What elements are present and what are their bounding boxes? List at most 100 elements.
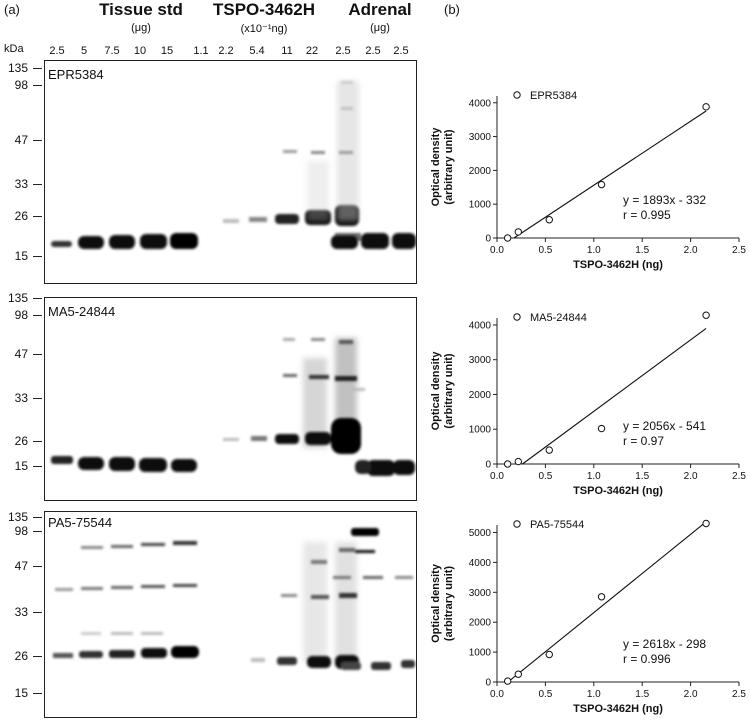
x-axis-label: TSPO-3462H (ng) — [573, 485, 663, 497]
mw-marker-label: 26 — [14, 649, 28, 663]
mw-marker-tick — [33, 441, 42, 442]
y-tick-label: 5000 — [469, 528, 492, 539]
fit-equation: y = 2618x - 298 — [623, 637, 706, 651]
data-point — [597, 593, 606, 601]
data-point — [702, 519, 710, 528]
y-axis-label: Optical density(arbitrary unit) — [430, 351, 455, 431]
y-tick-label: 0 — [485, 234, 491, 245]
mw-marker-label: 98 — [14, 78, 28, 92]
legend-marker — [513, 91, 521, 99]
fit-equation: y = 1893x - 332 — [623, 193, 706, 207]
mw-marker-label: 98 — [14, 524, 28, 538]
x-tick-label: 2.0 — [684, 245, 698, 256]
mw-marker-label: 47 — [14, 347, 28, 361]
mw-marker-label: 135 — [7, 291, 28, 305]
kda-header: kDa — [4, 43, 24, 55]
x-tick-label: 1.5 — [635, 689, 649, 700]
data-point — [597, 180, 606, 189]
y-axis-label: Optical density(arbitrary unit) — [430, 127, 455, 207]
legend-label: EPR5384 — [530, 90, 577, 102]
mw-marker-label: 47 — [14, 133, 28, 147]
mw-marker-tick — [33, 68, 42, 69]
y-tick-label: 2000 — [469, 618, 492, 629]
mw-marker-tick — [33, 315, 42, 316]
x-tick-label: 0.0 — [490, 471, 504, 482]
y-tick-label: 3000 — [469, 132, 492, 143]
mw-marker-tick — [33, 612, 42, 613]
y-tick-label: 1000 — [469, 648, 492, 659]
mw-marker-tick — [33, 693, 42, 694]
lane-label: 5 — [80, 45, 88, 57]
scatter-chart-epr5384: 0.0 0.5 1.0 1.5 2.0 2.5 0 1000 2000 3000 4000 TSPO-… — [430, 90, 746, 271]
lane-label: 10 — [133, 45, 147, 57]
group-unit-tissue-std: (μg) — [131, 22, 151, 34]
mw-marker-tick — [33, 184, 42, 185]
western-blot-pa5-75544: PA5-75544 — [44, 511, 417, 718]
antibody-label-ma5-24844: MA5-24844 — [48, 304, 116, 319]
x-tick-label: 0.5 — [538, 471, 552, 482]
x-tick-label: 2.5 — [732, 471, 746, 482]
mw-marker-tick — [33, 256, 42, 257]
lane-label: 15 — [160, 45, 174, 57]
mw-marker-label: 33 — [14, 605, 28, 619]
y-tick-label: 4000 — [469, 320, 492, 331]
data-point — [702, 311, 710, 319]
legend-label: PA5-75544 — [530, 519, 584, 531]
y-tick-label: 4000 — [469, 558, 492, 569]
data-point — [503, 677, 512, 685]
data-point — [514, 457, 522, 466]
y-tick-label: 2000 — [469, 390, 492, 401]
mw-marker-tick — [33, 85, 42, 86]
mw-marker-label: 15 — [14, 686, 28, 700]
legend-marker — [513, 313, 521, 321]
blot-image-ma5-24844 — [51, 338, 415, 476]
western-blot-ma5-24844: MA5-24844 — [44, 297, 417, 501]
x-tick-label: 2.0 — [684, 689, 698, 700]
mw-marker-tick — [33, 566, 42, 567]
lane-label: 2.5 — [335, 45, 351, 57]
data-point — [503, 234, 512, 242]
mw-marker-tick — [33, 531, 42, 532]
mw-marker-label: 15 — [14, 249, 28, 263]
mw-marker-label: 33 — [14, 177, 28, 191]
data-point — [545, 650, 553, 659]
x-axis-label: TSPO-3462H (ng) — [573, 259, 663, 271]
fit-correlation: r = 0.995 — [623, 208, 671, 222]
x-tick-label: 0.5 — [538, 245, 552, 256]
mw-marker-tick — [33, 216, 42, 217]
x-tick-label: 2.5 — [732, 245, 746, 256]
legend-marker — [513, 520, 521, 528]
fit-correlation: r = 0.97 — [623, 434, 664, 448]
lane-label: 2.2 — [218, 45, 234, 57]
scatter-chart-ma5-24844: 0.0 0.5 1.0 1.5 2.0 2.5 0 1000 2000 3000 4000 TSPO-… — [430, 311, 746, 497]
data-point — [503, 460, 512, 468]
panel-a-label: (a) — [4, 2, 20, 17]
mw-marker-tick — [33, 298, 42, 299]
mw-marker-label: 98 — [14, 308, 28, 322]
group-title-tspo: TSPO-3462H — [212, 0, 316, 19]
group-title-tissue-std: Tissue std — [99, 0, 183, 19]
data-point — [514, 670, 522, 678]
mw-marker-tick — [33, 466, 42, 467]
lane-label: 11 — [281, 45, 293, 57]
x-tick-label: 1.0 — [587, 245, 601, 256]
x-axis-label: TSPO-3462H (ng) — [573, 703, 663, 715]
group-unit-tspo: (x10⁻¹ng) — [240, 23, 288, 35]
x-tick-label: 1.0 — [587, 689, 601, 700]
x-tick-label: 0.0 — [490, 689, 504, 700]
lane-label: 7.5 — [104, 45, 120, 57]
lane-label: 5.4 — [249, 45, 265, 57]
fit-line — [507, 521, 707, 683]
x-tick-label: 1.5 — [635, 471, 649, 482]
antibody-label-pa5-75544: PA5-75544 — [48, 515, 113, 530]
mw-marker-label: 33 — [14, 391, 28, 405]
lane-label: 2.5 — [393, 45, 409, 57]
scatter-chart-pa5-75544: 0.0 0.5 1.0 1.5 2.0 2.5 0 1000 2000 3000 4000 5000 T… — [430, 519, 746, 715]
lane-label: 22 — [305, 45, 319, 57]
mw-marker-tick — [33, 354, 42, 355]
data-point — [545, 216, 553, 224]
data-point — [702, 103, 710, 111]
fit-line — [522, 327, 707, 465]
y-axis-label: Optical density(arbitrary unit) — [430, 563, 455, 643]
lane-label: 1.1 — [193, 45, 209, 57]
